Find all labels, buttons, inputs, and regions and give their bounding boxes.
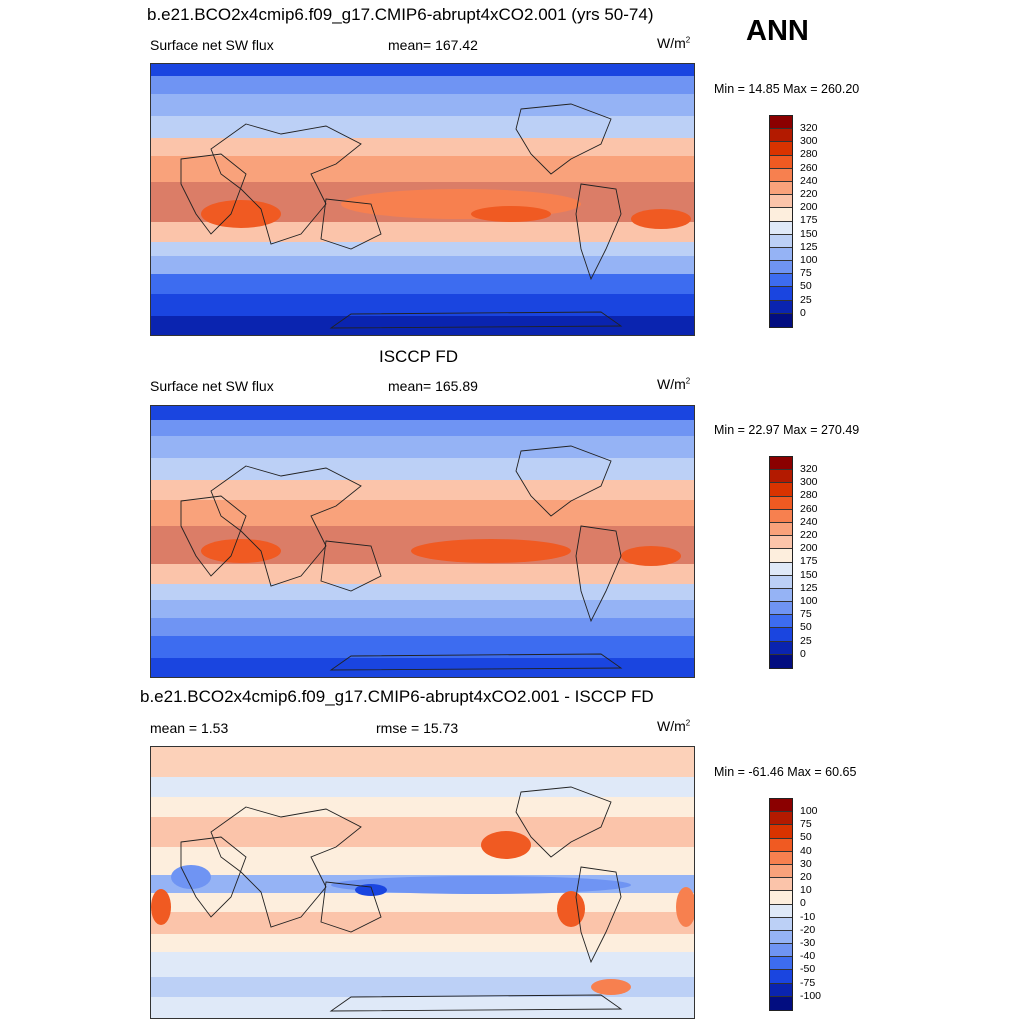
panel-2-tick: 100 <box>800 595 818 607</box>
panel-3-tick: -75 <box>800 976 816 989</box>
panel-2-tick: 150 <box>800 568 818 581</box>
panel-2-colorbar <box>769 456 793 669</box>
panel-1-tick: 75 <box>800 267 812 280</box>
panel-2-tick: 175 <box>800 555 818 568</box>
panel-1-tick: 220 <box>800 188 818 200</box>
panel-2-tick: 280 <box>800 489 818 502</box>
panel-1-title: b.e21.BCO2x4cmip6.f09_g17.CMIP6-abrupt4x… <box>147 5 654 24</box>
panel-3-units: W/m2 <box>657 718 691 734</box>
panel-3-tick: 40 <box>800 844 812 857</box>
panel-3-title: b.e21.BCO2x4cmip6.f09_g17.CMIP6-abrupt4x… <box>140 687 654 706</box>
panel-3-tick: 100 <box>800 805 818 817</box>
panel-2-tick: 320 <box>800 463 818 475</box>
panel-1-tick: 25 <box>800 293 812 306</box>
panel-1-variable: Surface net SW flux <box>150 37 274 53</box>
panel-2-tick: 75 <box>800 608 812 621</box>
panel-3-map <box>150 746 695 1019</box>
panel-3-mean: mean = 1.53 <box>150 720 229 736</box>
panel-2-tick: 25 <box>800 634 812 647</box>
panel-3-tick: 75 <box>800 818 812 831</box>
panel-1-colorbar <box>769 115 793 328</box>
panel-2-mean: mean= 165.89 <box>388 378 478 394</box>
panel-1-tick: 300 <box>800 135 818 148</box>
panel-3-tick: -50 <box>800 963 816 976</box>
panel-3-tick: 20 <box>800 871 812 883</box>
panel-3-tick: 50 <box>800 831 812 844</box>
panel-3-rmse: rmse = 15.73 <box>376 720 459 736</box>
panel-1-tick: 150 <box>800 227 818 240</box>
panel-1-tick: 0 <box>800 306 806 319</box>
panel-1-tick: 260 <box>800 161 818 174</box>
panel-3-tick: 10 <box>800 884 812 897</box>
panel-2-units: W/m2 <box>657 376 691 392</box>
panel-3-tick: -30 <box>800 937 816 949</box>
panel-1-tick: 100 <box>800 254 818 266</box>
panel-3-tick: -40 <box>800 950 816 963</box>
panel-3-tick: 30 <box>800 857 812 870</box>
panel-1-tick: 125 <box>800 240 818 253</box>
panel-1-units: W/m2 <box>657 35 691 51</box>
panel-2-tick: 125 <box>800 581 818 594</box>
panel-3-colorbar <box>769 798 793 1011</box>
panel-1-tick: 50 <box>800 280 812 293</box>
panel-1-tick: 280 <box>800 148 818 161</box>
panel-2-tick: 0 <box>800 647 806 660</box>
panel-2-title: ISCCP FD <box>379 347 459 366</box>
panel-1-mean: mean= 167.42 <box>388 37 478 53</box>
panel-2-tick: 50 <box>800 621 812 634</box>
panel-3-minmax: Min = -61.46 Max = 60.65 <box>714 765 857 779</box>
panel-2-tick: 220 <box>800 529 818 541</box>
panel-2-tick: 300 <box>800 476 818 489</box>
panel-1-tick: 175 <box>800 214 818 227</box>
panel-1-minmax: Min = 14.85 Max = 260.20 <box>714 82 860 96</box>
panel-2-tick: 260 <box>800 502 818 515</box>
panel-2-tick: 200 <box>800 542 818 555</box>
panel-2-minmax: Min = 22.97 Max = 270.49 <box>714 423 860 437</box>
panel-2-variable: Surface net SW flux <box>150 378 274 394</box>
panel-1-tick: 240 <box>800 174 818 187</box>
panel-2-tick: 240 <box>800 515 818 528</box>
panel-1-map <box>150 63 695 336</box>
panel-3-tick: -100 <box>800 989 822 1002</box>
panel-3-tick: -10 <box>800 910 816 923</box>
panel-3-tick: 0 <box>800 897 806 910</box>
panel-3-tick: -20 <box>800 923 816 936</box>
season-label: ANN <box>746 15 809 47</box>
panel-1-tick: 200 <box>800 201 818 214</box>
panel-2-map <box>150 405 695 678</box>
panel-1-tick: 320 <box>800 122 818 134</box>
